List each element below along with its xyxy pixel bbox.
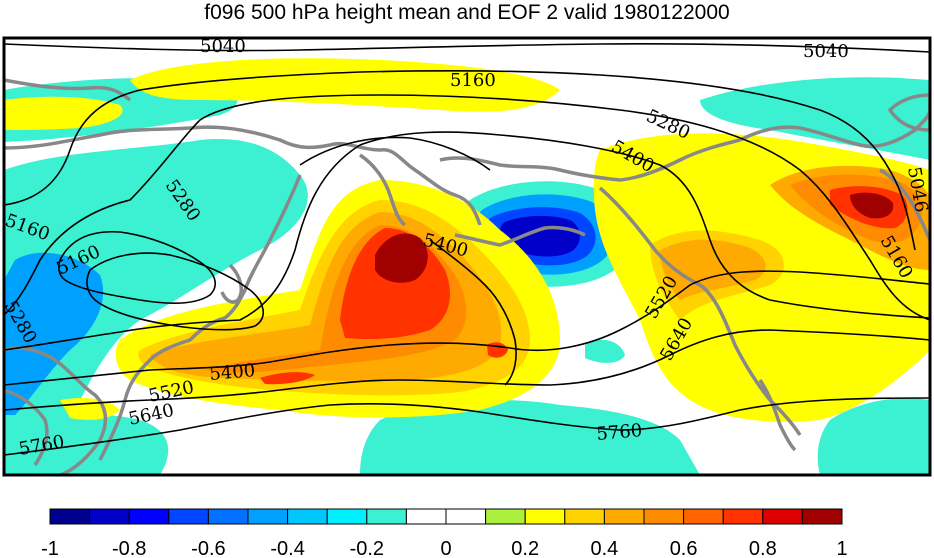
coastline-japan [220,263,243,304]
coastline-baja [758,379,797,452]
colorbar: -1 -0.8 -0.6 -0.4 -0.2 0 0.2 0.4 0.6 0.8 1 [41,508,848,558]
colorbar-box [326,508,368,525]
coastline-canada-north [739,109,930,148]
redorange-region-southwest [260,372,315,385]
coastline-hudson [879,168,930,241]
colorbar-box [801,508,843,525]
cyan-patch-central [585,339,625,363]
colorbar-tick-label: -0.8 [112,538,146,558]
colorbar-box [287,508,328,525]
contour-5160-west-loop [58,230,216,305]
blue-region-west [4,252,104,415]
colorbar-box [722,508,764,525]
colorbar-tick-label: 0.4 [590,538,618,558]
contour-5760 [4,397,930,456]
yellow-region-west-band [4,96,123,130]
map-panel: 5040 5040 5160 5280 5400 5046 5160 5280 … [2,36,932,477]
coastline-kamchatka [359,153,407,227]
colorbar-tick-label: -1 [41,538,59,558]
colorbar-tick-labels: -1 -0.8 -0.6 -0.4 -0.2 0 0.2 0.4 0.6 0.8 1 [41,538,847,558]
colorbar-box [405,508,447,525]
colorbar-tick-label: 0.8 [749,538,777,558]
contour-5640 [4,329,930,411]
coastline-asia-east [98,174,302,461]
cyan-region-northeast [700,77,930,160]
contour-5160-north [4,69,916,251]
contour-5280-inner [86,252,264,331]
contour-label: 5400 [209,360,256,385]
colorbar-box [762,508,803,525]
cyan-region-south [360,400,700,475]
colorbar-box [445,508,487,525]
colorbar-box [366,508,407,525]
colorbar-tick-label: 0.6 [670,538,698,558]
contour-5400-alaska-loop [429,239,517,386]
colorbar-tick-label: 0.2 [511,538,539,558]
orange-region-east [660,239,766,300]
colorbar-box [89,508,130,525]
colorbar-box [524,508,566,525]
colorbar-box [683,508,724,525]
colorbar-box [643,508,685,525]
contour-5520 [4,270,930,386]
map-frame [2,36,932,477]
contour-5400 [4,131,930,351]
colorbar-box [128,508,170,525]
colorbar-box [603,508,645,525]
colorbar-box [247,508,289,525]
darkred-anomaly-northeast [850,192,894,219]
height-contours [4,42,930,456]
contour-label: 5040 [200,36,246,57]
colorbar-tick-label: -0.2 [350,538,384,558]
coastline-asia-south [4,346,108,475]
colorbar-box [168,508,209,525]
map-title: f096 500 hPa height mean and EOF 2 valid… [204,1,730,24]
colorbar-box [49,508,91,525]
contour-label: 5160 [450,70,496,91]
darkred-anomaly-core [375,233,428,283]
colorbar-box [564,508,605,525]
contour-label: 5760 [596,420,643,445]
cyan-region-west [4,139,308,430]
coastlines [4,78,930,475]
colorbar-tick-label: 0 [440,538,451,558]
contour-5040 [4,42,930,53]
coastline-greenland [888,93,930,132]
colorbar-tick-label: -0.6 [191,538,225,558]
coastline-asia-north [4,125,482,226]
contour-label: 5040 [803,41,849,62]
negative-anomaly-regions [4,77,930,475]
colorbar-boxes [49,508,843,525]
positive-anomaly-regions [4,58,930,422]
contour-5280-north [4,94,930,321]
coastline-india [4,388,49,466]
coastline-aleutians [454,225,586,247]
coastline-siberia-arctic [4,78,132,102]
colorbar-box [207,508,249,525]
contour-5160-mid [299,136,491,171]
colorbar-box [485,508,526,525]
coastline-alaska [439,138,741,182]
colorbar-tick-label: 1 [836,538,847,558]
colorbar-tick-label: -0.4 [270,538,304,558]
cyan-region-east [817,398,930,475]
